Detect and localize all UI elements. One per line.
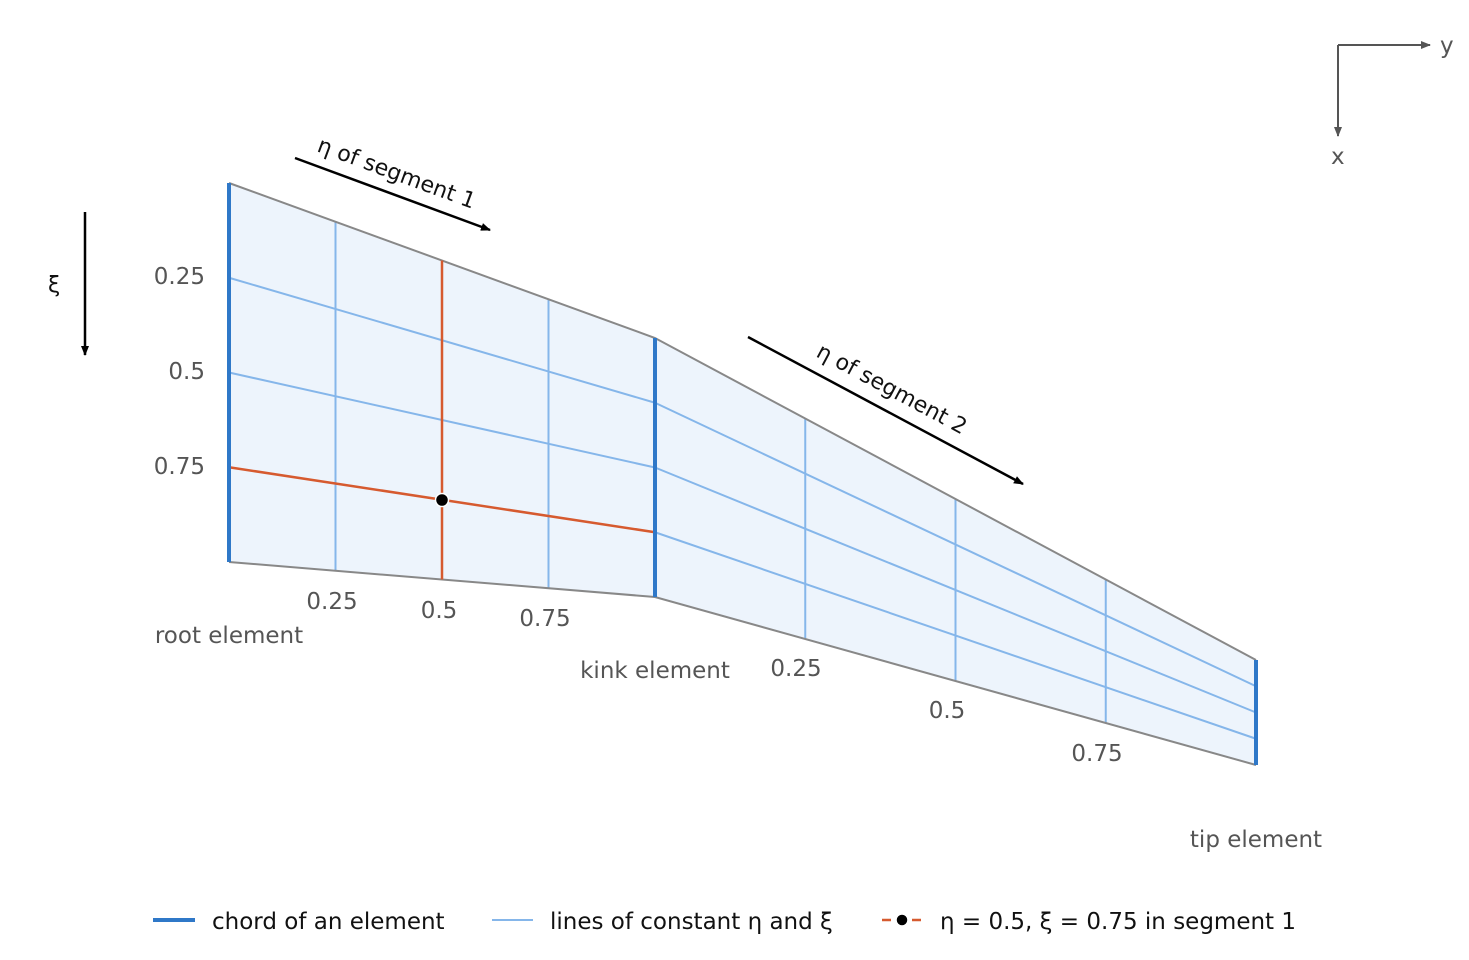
xi-tick-label: 0.25 — [154, 264, 205, 290]
segment2-eta-tick-label: 0.25 — [770, 656, 821, 682]
xi-label: ξ — [48, 273, 60, 298]
constant-xi-line — [654, 531, 1257, 740]
constant-xi-line — [654, 401, 1257, 688]
segment1-eta-tick-label: 0.5 — [421, 598, 458, 624]
wing-planform-fill — [229, 183, 1256, 765]
segment2-eta-label: η of segment 2 — [812, 339, 971, 440]
segment1-eta-tick-label: 0.75 — [519, 606, 570, 632]
legend-grid-label: lines of constant η and ξ — [550, 909, 833, 935]
legend-point-marker — [895, 913, 909, 927]
segment1-eta-tick-label: 0.25 — [306, 589, 357, 615]
segment2-eta-tick-label: 0.75 — [1071, 741, 1122, 767]
legend-point-label: η = 0.5, ξ = 0.75 in segment 1 — [940, 909, 1296, 935]
xi-tick-label: 0.75 — [154, 454, 205, 480]
xi-tick-label: 0.5 — [168, 359, 205, 385]
root-element-label: root element — [155, 623, 303, 649]
coordinate-axes-icon: y x — [1331, 33, 1454, 170]
segment2-eta-tick-label: 0.5 — [929, 698, 966, 724]
constant-xi-line — [654, 466, 1257, 714]
highlight-point — [434, 492, 450, 508]
x-axis-label: x — [1331, 144, 1345, 170]
segment2-eta-arrow — [747, 335, 1024, 486]
kink-element-label: kink element — [580, 658, 730, 684]
y-axis-label: y — [1440, 33, 1454, 59]
legend: chord of an element lines of constant η … — [153, 909, 1296, 935]
tip-element-label: tip element — [1190, 827, 1322, 853]
segment1-eta-arrow — [294, 156, 491, 232]
legend-chord-label: chord of an element — [212, 909, 445, 935]
